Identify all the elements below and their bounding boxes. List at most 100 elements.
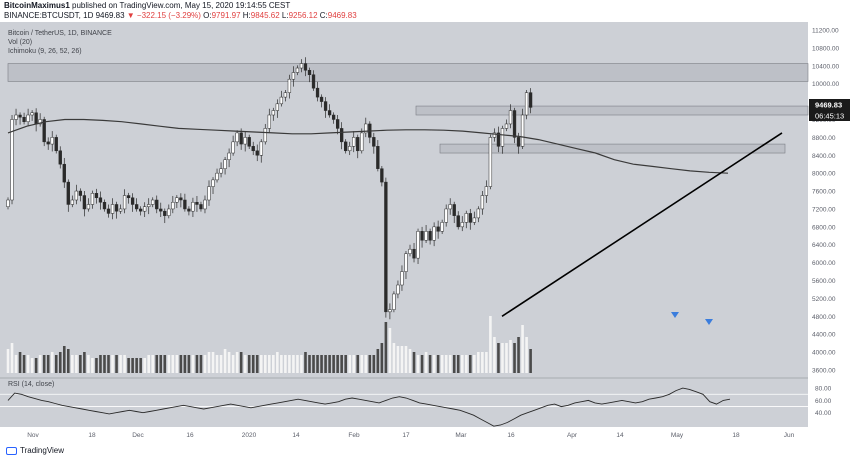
volume-bar	[368, 355, 372, 373]
volume-bar	[243, 355, 247, 373]
candle-up	[440, 222, 444, 232]
volume-bar	[231, 355, 235, 373]
candle-up	[219, 168, 223, 174]
volume-bar	[469, 355, 472, 373]
volume-bar	[416, 355, 420, 373]
author-name[interactable]: BitcoinMaximus1	[4, 1, 70, 10]
candle-down	[239, 132, 243, 145]
candle-down	[163, 210, 167, 216]
volume-bar	[75, 355, 78, 373]
candle-down	[126, 195, 131, 199]
candle-up	[14, 114, 18, 120]
candle-down	[344, 141, 348, 152]
volume-bar	[517, 337, 520, 373]
volume-bar	[360, 355, 364, 373]
candle-down	[516, 137, 521, 147]
candle-up	[26, 114, 30, 122]
publish-line: BitcoinMaximus1 published on TradingView…	[4, 1, 290, 10]
x-tick-label: Dec	[132, 432, 144, 439]
candle-up	[70, 199, 74, 205]
candle-up	[167, 208, 171, 216]
volume-bar	[296, 355, 299, 373]
volume-bar	[46, 355, 50, 373]
candle-down	[315, 87, 320, 98]
candle-up	[432, 226, 436, 241]
volume-bar	[464, 355, 468, 373]
candle-down	[255, 150, 259, 156]
candle-up	[352, 137, 356, 147]
volume-bar	[135, 358, 138, 373]
volume-bar	[316, 355, 319, 373]
candle-down	[199, 204, 203, 210]
volume-bar	[328, 355, 331, 373]
volume-bar	[308, 355, 311, 373]
candle-down	[195, 201, 199, 205]
candle-up	[392, 293, 396, 310]
candle-down	[436, 226, 440, 232]
volume-bar	[6, 349, 10, 373]
x-tick-label: 14	[616, 432, 624, 439]
volume-bar	[473, 355, 476, 373]
volume-bar	[67, 349, 70, 373]
candle-up	[30, 112, 34, 116]
candle-up	[500, 128, 505, 147]
rsi-line	[7, 387, 731, 427]
candle-up	[388, 309, 392, 313]
candle-up	[74, 190, 78, 201]
candle-up	[464, 213, 468, 223]
candle-up	[460, 222, 464, 228]
volume-bar	[364, 355, 368, 373]
volume-bar	[91, 358, 94, 373]
candle-down	[420, 231, 424, 241]
candle-up	[175, 197, 179, 203]
tv-logo-icon	[6, 446, 17, 455]
candle-down	[159, 208, 163, 212]
volume-bar	[119, 355, 122, 373]
candle-down	[82, 195, 87, 210]
volume-bar	[179, 355, 183, 373]
y-tick-label: 5600.00	[812, 278, 836, 285]
volume-bar	[167, 355, 171, 373]
last-price-tag	[809, 99, 850, 110]
candle-up	[147, 204, 151, 207]
trendline[interactable]	[501, 132, 783, 317]
rsi-tick-label: 40.00	[815, 410, 832, 417]
candle-down	[307, 70, 312, 75]
volume-bar	[509, 340, 512, 373]
y-tick-label: 10400.00	[812, 63, 839, 70]
volume-bar	[58, 352, 62, 373]
volume-bar	[428, 355, 432, 373]
candle-down	[42, 119, 46, 143]
candle-down	[18, 114, 22, 118]
y-tick-label: 4800.00	[812, 314, 836, 321]
volume-bar	[195, 355, 199, 373]
candle-up	[424, 231, 428, 241]
candle-up	[504, 123, 509, 129]
legend-vol: Vol (20)	[8, 39, 32, 46]
volume-bar	[123, 355, 126, 373]
candle-down	[340, 128, 344, 143]
y-tick-label: 4000.00	[812, 350, 836, 357]
candle-down	[106, 208, 111, 214]
volume-bar	[312, 355, 315, 373]
volume-bar	[477, 352, 480, 373]
candle-down	[183, 199, 187, 210]
candle-down	[78, 190, 83, 196]
price-change: ▼ −322.15 (−3.29%)	[126, 11, 201, 20]
volume-bar	[62, 346, 66, 373]
candle-down	[452, 204, 456, 216]
candle-down	[139, 208, 143, 212]
x-tick-label: Jun	[784, 432, 795, 439]
volume-bar	[304, 352, 307, 373]
candle-up	[444, 208, 448, 223]
volume-bar	[191, 355, 195, 373]
tradingview-logo[interactable]: TradingView	[6, 446, 64, 455]
volume-bar	[348, 355, 351, 373]
volume-bar	[276, 352, 279, 373]
volume-bar	[444, 355, 448, 373]
y-tick-label: 10000.00	[812, 81, 839, 88]
volume-bar	[139, 358, 142, 373]
volume-bar	[79, 355, 82, 373]
y-tick-label: 10800.00	[812, 45, 839, 52]
